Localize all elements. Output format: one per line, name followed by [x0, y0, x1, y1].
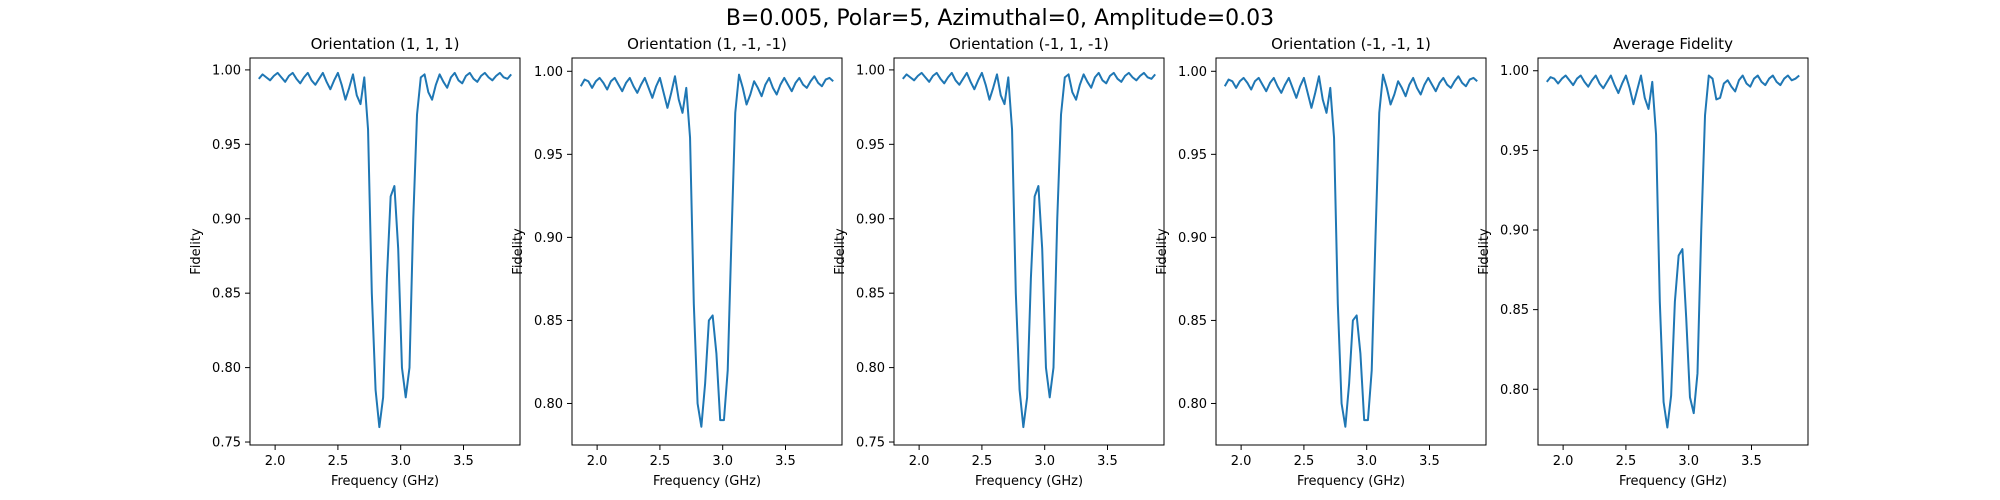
x-tick-label: 2.5: [328, 454, 349, 469]
series-line-3-1: [902, 71, 1156, 429]
subplot-4: 2.0 2.5 3.0 3.5 0.80 0.85 0.90 0.95 1.00 Orientat…: [1155, 35, 1487, 489]
subplot-title: Orientation (1, 1, 1): [311, 35, 460, 53]
x-tick-label: 2.0: [1231, 454, 1252, 469]
x-tick-label: 3.5: [453, 454, 474, 469]
y-tick-label: 0.85: [856, 287, 885, 302]
x-axis-label: Frequency (GHz): [1619, 474, 1727, 489]
x-tick-label: 3.0: [1034, 454, 1055, 469]
subplot-3: 2.0 2.5 3.0 3.5 0.75 0.80 0.85 0.90 0.95 1.00 Orie…: [833, 35, 1165, 489]
y-tick-label: 0.90: [1178, 231, 1207, 246]
x-tick-label: 3.0: [390, 454, 411, 469]
y-tick-label: 1.00: [1178, 65, 1207, 80]
y-tick-label: 0.95: [856, 138, 885, 153]
x-tick-label: 3.0: [1356, 454, 1377, 469]
axes-frame: [1215, 57, 1487, 446]
x-tick-label: 2.0: [587, 454, 608, 469]
x-tick-label: 2.5: [1294, 454, 1315, 469]
subplot-title: Average Fidelity: [1613, 35, 1733, 53]
y-axis-label: Fidelity: [1155, 228, 1170, 275]
y-tick-label: 0.90: [856, 212, 885, 227]
x-axis-label: Frequency (GHz): [975, 474, 1083, 489]
series-line-2-1: [579, 73, 834, 428]
x-tick-label: 2.0: [265, 454, 286, 469]
x-tick-label: 3.5: [775, 454, 796, 469]
subplot-1: 2.0 2.5 3.0 3.5 0.75 0.80 0.85 0.90 0.95 1.00 Orie…: [189, 35, 521, 489]
y-tick-label: 0.90: [534, 231, 563, 246]
subplot-2: 2.0 2.5 3.0 3.5 0.80 0.85 0.90 0.95 1.00 Orientat…: [511, 35, 843, 489]
y-tick-label: 0.85: [534, 314, 563, 329]
y-tick-label: 0.95: [1178, 148, 1207, 163]
axes-frame: [893, 57, 1165, 446]
y-axis-label: Fidelity: [189, 228, 204, 275]
subplot-5: 2.0 2.5 3.0 3.5 0.80 0.85 0.90 0.95 1.00 Average …: [1477, 35, 1809, 489]
y-tick-label: 0.80: [212, 361, 241, 376]
x-axis-label: Frequency (GHz): [1297, 474, 1405, 489]
axes-frame: [249, 57, 521, 446]
x-axis-label: Frequency (GHz): [653, 474, 761, 489]
y-tick-label: 0.80: [534, 397, 563, 412]
y-tick-label: 1.00: [856, 63, 885, 78]
axes-frame: [571, 57, 843, 446]
x-tick-label: 3.0: [712, 454, 733, 469]
y-tick-label: 0.90: [1500, 224, 1529, 239]
x-tick-label: 2.5: [650, 454, 671, 469]
x-tick-label: 2.0: [1553, 454, 1574, 469]
subplot-title: Orientation (-1, -1, 1): [1271, 35, 1431, 53]
y-tick-label: 1.00: [534, 65, 563, 80]
x-tick-label: 3.5: [1097, 454, 1118, 469]
y-tick-label: 0.95: [534, 148, 563, 163]
y-tick-label: 0.85: [212, 287, 241, 302]
y-tick-label: 0.95: [1500, 144, 1529, 159]
y-tick-label: 0.75: [212, 436, 241, 451]
y-tick-label: 0.80: [1500, 383, 1529, 398]
x-tick-label: 2.0: [909, 454, 930, 469]
y-tick-label: 0.80: [856, 361, 885, 376]
axes-frame: [1537, 57, 1809, 446]
y-tick-label: 0.85: [1500, 303, 1529, 318]
x-tick-label: 3.0: [1678, 454, 1699, 469]
figure-suptitle: B=0.005, Polar=5, Azimuthal=0, Amplitude…: [725, 6, 1275, 31]
y-tick-label: 1.00: [1500, 64, 1529, 79]
y-axis-label: Fidelity: [833, 228, 848, 275]
series-line-1-1: [258, 71, 512, 429]
x-tick-label: 3.5: [1419, 454, 1440, 469]
x-tick-label: 3.5: [1741, 454, 1762, 469]
y-tick-label: 0.85: [1178, 314, 1207, 329]
y-tick-label: 1.00: [212, 63, 241, 78]
y-tick-label: 0.80: [1178, 397, 1207, 412]
x-axis-label: Frequency (GHz): [331, 474, 439, 489]
x-tick-label: 2.5: [972, 454, 993, 469]
y-tick-label: 0.95: [212, 138, 241, 153]
y-axis-label: Fidelity: [511, 228, 526, 275]
x-tick-label: 2.5: [1616, 454, 1637, 469]
subplot-title: Orientation (1, -1, -1): [627, 35, 787, 53]
series-line-5-1: [1546, 74, 1800, 429]
subplot-title: Orientation (-1, 1, -1): [949, 35, 1109, 53]
y-tick-label: 0.75: [856, 436, 885, 451]
y-axis-label: Fidelity: [1477, 228, 1492, 275]
series-line-4-1: [1223, 73, 1478, 428]
y-tick-label: 0.90: [212, 212, 241, 227]
